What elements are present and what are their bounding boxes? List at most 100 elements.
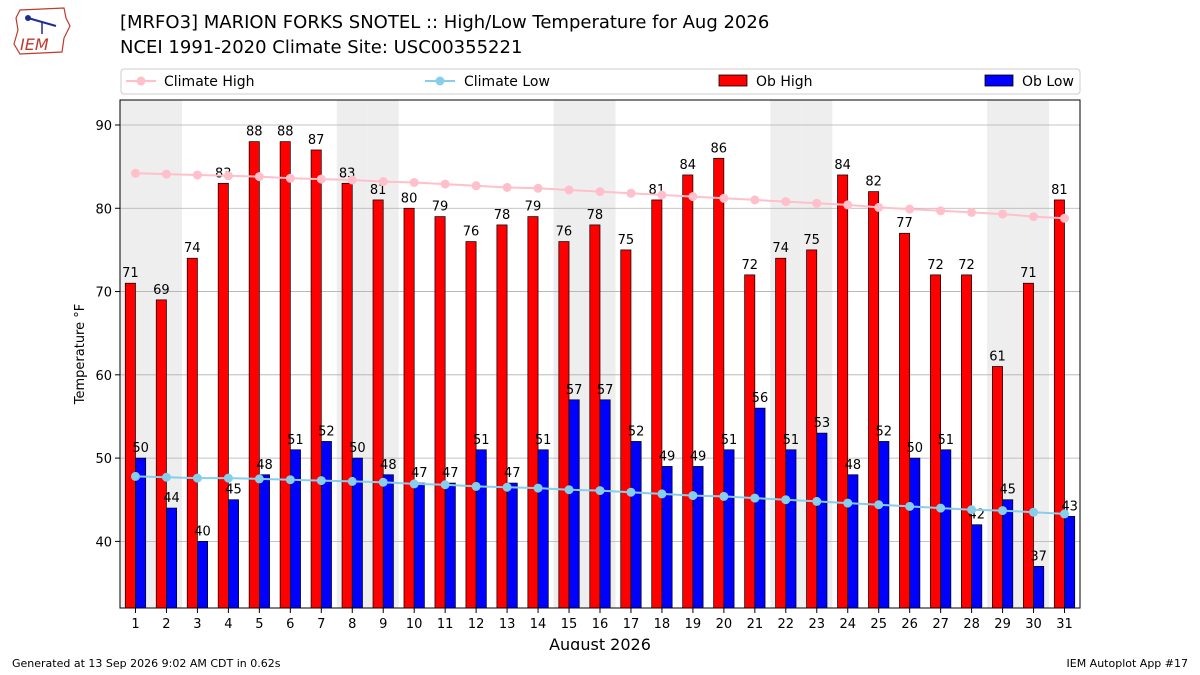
plot-frame bbox=[119, 99, 1081, 609]
climate-high-point bbox=[161, 169, 171, 179]
ob-high-label: 71 bbox=[1020, 266, 1037, 281]
climate-low-point bbox=[533, 483, 543, 493]
ob-high-label: 74 bbox=[772, 241, 789, 256]
ob-high-label: 78 bbox=[494, 208, 511, 223]
ob-high-label: 69 bbox=[153, 283, 170, 298]
ob-high-bar bbox=[434, 216, 446, 609]
ob-high-bar bbox=[310, 149, 322, 609]
ob-low-label: 48 bbox=[380, 458, 397, 473]
ob-low-label: 45 bbox=[999, 483, 1016, 498]
legend-climate-high: Climate High bbox=[164, 74, 255, 90]
climate-high-point bbox=[812, 198, 822, 208]
ob-low-bar bbox=[878, 441, 890, 609]
y-axis-label: Temperature °F bbox=[73, 304, 88, 405]
ob-high-label: 74 bbox=[184, 241, 201, 256]
x-tick-label: 2 bbox=[162, 617, 170, 632]
ob-high-bar bbox=[527, 216, 539, 609]
climate-low-point bbox=[564, 485, 574, 495]
ob-low-label: 49 bbox=[659, 449, 676, 464]
y-tick-label: 40 bbox=[95, 535, 112, 550]
ob-high-bar bbox=[744, 274, 756, 609]
climate-high-point bbox=[223, 171, 233, 181]
ob-high-bar bbox=[341, 182, 353, 609]
ob-low-bar bbox=[537, 449, 549, 609]
ob-high-bar bbox=[217, 182, 229, 609]
ob-high-label: 80 bbox=[401, 191, 418, 206]
ob-low-bar bbox=[1064, 516, 1076, 609]
ob-low-bar bbox=[475, 449, 487, 609]
legend-climate-low-marker bbox=[435, 76, 445, 86]
ob-high-label: 76 bbox=[463, 225, 480, 240]
x-tick-label: 6 bbox=[286, 617, 294, 632]
ob-high-bar bbox=[961, 274, 972, 609]
ob-low-bar bbox=[723, 449, 735, 609]
chart-title: [MRFO3] MARION FORKS SNOTEL :: High/Low … bbox=[120, 12, 770, 33]
climate-low-point bbox=[502, 482, 512, 492]
ob-high-bar bbox=[713, 157, 725, 609]
climate-high-point bbox=[781, 197, 791, 207]
x-tick-label: 17 bbox=[623, 617, 640, 632]
x-tick-label: 30 bbox=[1025, 617, 1042, 632]
climate-low-point bbox=[998, 506, 1008, 516]
climate-high-point bbox=[316, 174, 326, 184]
ob-high-bar bbox=[1053, 199, 1065, 609]
climate-low-point bbox=[967, 505, 977, 515]
climate-low-point bbox=[843, 498, 853, 508]
climate-low-point bbox=[130, 471, 140, 481]
ob-low-label: 48 bbox=[845, 458, 862, 473]
climate-low-point bbox=[719, 491, 729, 501]
legend: Climate High Climate Low Ob High Ob Low bbox=[120, 68, 1081, 95]
ob-low-label: 52 bbox=[628, 424, 645, 439]
plot-area: 4050607080907150169442744038345488485885… bbox=[95, 99, 1081, 632]
climate-high-point bbox=[657, 190, 667, 200]
x-tick-label: 11 bbox=[437, 617, 454, 632]
ob-low-label: 48 bbox=[256, 458, 273, 473]
ob-low-label: 50 bbox=[349, 441, 366, 456]
x-tick-label: 16 bbox=[592, 617, 609, 632]
ob-high-bar bbox=[558, 241, 570, 609]
x-tick-label: 18 bbox=[654, 617, 671, 632]
ob-high-label: 61 bbox=[989, 349, 1006, 364]
ob-high-label: 79 bbox=[432, 200, 449, 215]
ob-low-bar bbox=[506, 482, 518, 609]
ob-high-bar bbox=[837, 174, 849, 609]
ob-low-bar bbox=[630, 441, 642, 609]
climate-high-point bbox=[688, 192, 698, 202]
ob-low-bar bbox=[166, 507, 178, 609]
climate-low-point bbox=[688, 491, 698, 501]
ob-high-bar bbox=[186, 257, 198, 609]
y-tick-label: 70 bbox=[95, 286, 112, 301]
y-tick-label: 80 bbox=[95, 202, 112, 217]
ob-low-label: 49 bbox=[690, 449, 707, 464]
ob-low-label: 57 bbox=[566, 383, 583, 398]
ob-low-label: 52 bbox=[318, 424, 335, 439]
ob-high-bar bbox=[465, 241, 477, 609]
x-tick-label: 3 bbox=[193, 617, 201, 632]
ob-low-label: 51 bbox=[937, 433, 954, 448]
climate-high-point bbox=[750, 195, 760, 205]
ob-high-label: 81 bbox=[370, 183, 387, 198]
climate-low-point bbox=[223, 473, 233, 483]
climate-high-point bbox=[1029, 212, 1039, 222]
climate-high-point bbox=[440, 179, 450, 189]
x-tick-label: 20 bbox=[716, 617, 733, 632]
x-tick-label: 31 bbox=[1056, 617, 1073, 632]
ob-high-label: 81 bbox=[1051, 183, 1068, 198]
climate-low-point bbox=[626, 487, 636, 497]
climate-high-point bbox=[285, 173, 295, 183]
ob-low-label: 37 bbox=[1030, 549, 1047, 564]
ob-high-bar bbox=[868, 191, 880, 609]
climate-low-point bbox=[316, 476, 326, 486]
ob-high-label: 84 bbox=[680, 158, 697, 173]
climate-high-point bbox=[936, 206, 946, 216]
ob-low-label: 51 bbox=[287, 433, 304, 448]
climate-high-point bbox=[564, 185, 574, 195]
ob-high-bar bbox=[248, 141, 260, 609]
climate-high-point bbox=[347, 175, 357, 185]
climate-low-point bbox=[595, 486, 605, 496]
ob-low-bar bbox=[909, 457, 921, 609]
x-tick-label: 14 bbox=[530, 617, 547, 632]
climate-high-point bbox=[719, 193, 729, 203]
ob-low-bar bbox=[1002, 499, 1014, 609]
ob-high-bar bbox=[279, 141, 291, 609]
